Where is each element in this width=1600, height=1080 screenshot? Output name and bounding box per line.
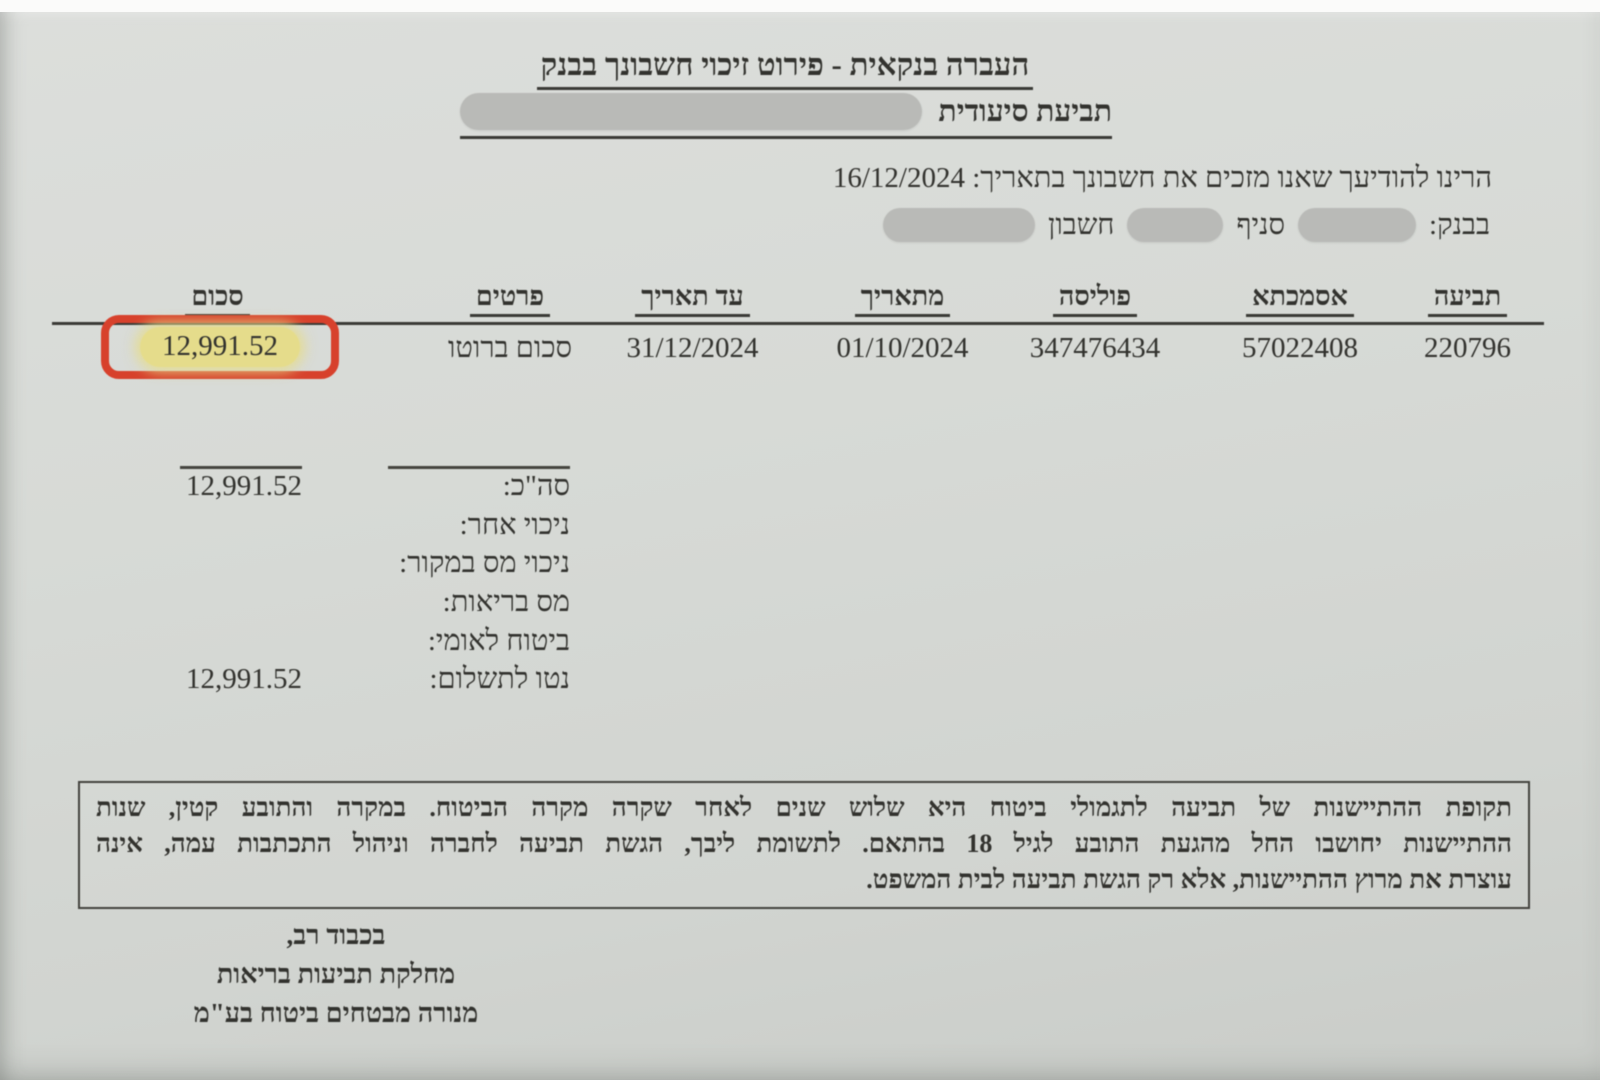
from-date-header: מתאריך — [854, 281, 951, 317]
sum-line-details-column — [388, 466, 570, 469]
to-date-header: עד תאריך — [635, 281, 750, 317]
page-title: העברה בנקאית - פירוט זיכוי חשבונך בבנק — [0, 47, 1570, 90]
total-label: ניכוי אחר: — [459, 508, 570, 541]
column-to-date: עד תאריך 31/12/2024 — [595, 281, 790, 364]
bank-account-line: בבנק: סניף חשבון — [882, 208, 1490, 242]
column-from-date: מתאריך 01/10/2024 — [805, 281, 1000, 364]
column-amount: סכום — [95, 281, 340, 317]
policy-header: פוליסה — [1052, 281, 1138, 317]
amount-highlighted-value: 12,991.52 — [140, 327, 300, 367]
legal-line: עוצרת את מרוץ ההתיישנות, אלא רק הגשת תבי… — [866, 865, 1512, 894]
account-label: חשבון — [1047, 208, 1115, 241]
total-label: מס בריאות: — [442, 586, 570, 619]
column-claim: תביעה 220796 — [1395, 281, 1540, 364]
branch-label: סניף — [1236, 208, 1286, 241]
sum-line-amount-column — [180, 466, 302, 469]
column-reference: אסמכתא 57022408 — [1210, 281, 1390, 364]
column-policy: פוליסה 347476434 — [1000, 281, 1190, 364]
signature-department: מחלקת תביעות בריאות — [216, 959, 456, 989]
account-redaction-pill — [882, 208, 1035, 242]
total-row: מס בריאות: — [100, 586, 570, 625]
total-row: ניכוי אחר: — [100, 509, 570, 548]
total-label: סה"כ: — [502, 470, 570, 502]
paper-background — [0, 12, 1600, 1080]
total-label: ביטוח לאומי: — [427, 624, 570, 657]
bank-redaction-pill — [1298, 208, 1417, 242]
total-value: 12,991.52 — [186, 470, 302, 502]
policy-value: 347476434 — [1029, 332, 1161, 364]
reference-header: אסמכתא — [1246, 281, 1354, 317]
details-header: פרטים — [469, 281, 551, 317]
from-date-value: 01/10/2024 — [836, 332, 969, 364]
total-label: ניכוי מס במקור: — [399, 547, 570, 580]
claim-header: תביעה — [1427, 281, 1508, 317]
details-value: סכום ברוטו — [447, 332, 572, 364]
total-value: 12,991.52 — [186, 663, 302, 696]
total-row: סה"כ: 12,991.52 — [100, 470, 570, 509]
credit-notice-line: הרינו להודיעך שאנו מזכים את חשבונך בתארי… — [832, 162, 1492, 194]
column-details: פרטים סכום ברוטו — [420, 281, 600, 364]
claim-value: 220796 — [1424, 332, 1511, 364]
signature-company: מנורה מבטחים ביטוח בע"מ — [193, 998, 479, 1028]
legal-line: תקופת ההתיישנות של תביעה לתגמולי ביטוח ה… — [96, 793, 1512, 822]
signature-block: בכבוד רב, מחלקת תביעות בריאות מנורה מבטח… — [118, 916, 554, 1033]
legal-line: ההתיישנות יחושבו החל מהגעת התובע לגיל 18… — [96, 829, 1512, 858]
total-row: ביטוח לאומי: — [100, 625, 570, 664]
total-row: ניכוי מס במקור: — [100, 547, 570, 586]
page-title-text: העברה בנקאית - פירוט זיכוי חשבונך בבנק — [536, 47, 1034, 90]
bank-label: בבנק: — [1429, 208, 1490, 241]
claim-type-label: תביעת סיעודית — [938, 94, 1112, 128]
claim-type-line: תביעת סיעודית — [460, 93, 1112, 139]
branch-redaction-pill — [1127, 208, 1224, 242]
legal-notice-box: תקופת ההתיישנות של תביעה לתגמולי ביטוח ה… — [78, 781, 1530, 909]
total-row: נטו לתשלום: 12,991.52 — [100, 663, 570, 702]
to-date-value: 31/12/2024 — [626, 332, 759, 364]
table-header-rule — [52, 322, 1544, 325]
amount-annotation-red-box: 12,991.52 — [101, 315, 339, 379]
total-label: נטו לתשלום: — [429, 663, 570, 696]
totals-section: סה"כ: 12,991.52 ניכוי אחר: ניכוי מס במקו… — [100, 470, 570, 702]
signature-closing: בכבוד רב, — [286, 920, 386, 950]
claimant-redaction-bar — [460, 93, 923, 130]
reference-value: 57022408 — [1242, 332, 1358, 364]
amount-header: סכום — [185, 281, 250, 317]
